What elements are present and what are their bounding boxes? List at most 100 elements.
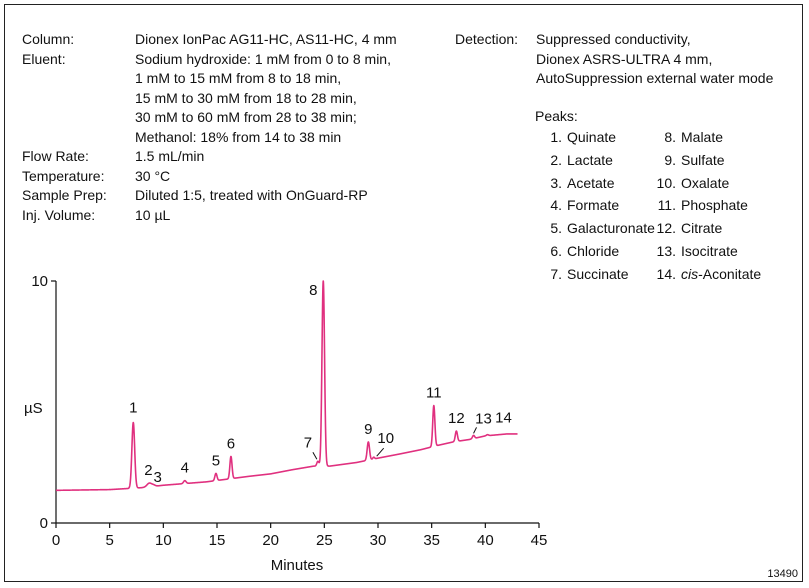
peak-label: 8	[309, 282, 317, 299]
peak-leader-line	[312, 452, 318, 460]
peak-name: Phosphate	[681, 197, 748, 213]
x-tick-label: 5	[105, 532, 113, 549]
x-tick-label: 20	[262, 532, 279, 549]
peak-label: 6	[227, 435, 235, 452]
peak-label: 12	[448, 410, 465, 427]
peak-number: 8.	[664, 129, 676, 145]
peak-name-text: -Aconitate	[698, 265, 762, 282]
peak-label: 4	[181, 460, 189, 477]
peak-label: 13	[475, 410, 492, 427]
condition-label: Temperature:	[22, 167, 105, 184]
peak-label: 11	[426, 385, 442, 402]
peak-name-text: Malate	[681, 129, 724, 145]
x-tick-label: 30	[370, 532, 387, 549]
peak-label: 2	[144, 462, 152, 479]
peak-name: Lactate	[567, 152, 613, 168]
peak-number: 14.	[656, 265, 676, 282]
x-tick-label: 15	[209, 532, 226, 549]
peak-number: 11.	[657, 197, 676, 214]
peaks-title: Peaks:	[535, 108, 578, 124]
x-axis-label: Minutes	[271, 557, 324, 574]
y-tick-label: 10	[31, 273, 48, 290]
peak-label: 7	[304, 434, 312, 451]
peak-label: 14	[495, 410, 512, 427]
condition-value: Sodium hydroxide: 1 mM from 0 to 8 min,	[135, 50, 391, 67]
peak-name-text: Succinate	[567, 265, 629, 282]
peak-name-text: Acetate	[567, 174, 615, 191]
peak-name-text: Quinate	[567, 129, 617, 145]
peak-name-text: Oxalate	[681, 174, 730, 191]
condition-value: Methanol: 18% from 14 to 38 min	[135, 128, 342, 145]
peak-label: 1	[129, 400, 137, 417]
x-tick-label: 0	[52, 532, 60, 549]
condition-label: Eluent:	[22, 50, 66, 67]
peak-number: 10.	[656, 174, 676, 191]
y-axis-label: µS	[24, 400, 43, 417]
peak-name: Malate	[681, 129, 723, 145]
figure-id: 13490	[767, 568, 798, 580]
peak-name: Citrate	[681, 220, 722, 236]
peak-name: Formate	[567, 197, 619, 213]
condition-value: 30 °C	[135, 167, 171, 184]
peak-leader-line	[473, 427, 477, 434]
condition-value: Diluted 1:5, treated with OnGuard-RP	[135, 187, 368, 203]
peak-name-text: Lactate	[567, 151, 613, 168]
peak-number: 7.	[550, 265, 562, 282]
condition-label: Sample Prep:	[22, 187, 107, 203]
peak-number: 13.	[656, 243, 676, 259]
condition-label: Inj. Volume:	[22, 206, 96, 223]
x-tick-label: 40	[477, 532, 494, 549]
condition-value: 1 mM to 15 mM from 8 to 18 min,	[135, 70, 342, 86]
detection-block: Detection: Suppressed conductivity, Dionex…	[455, 30, 795, 100]
peak-number: 3.	[550, 174, 562, 191]
peak-name: Acetate	[567, 175, 614, 191]
peak-name: cis-Aconitate	[681, 266, 761, 282]
detection-value: Suppressed conductivity,	[536, 31, 691, 47]
peak-label: 5	[212, 452, 220, 469]
peak-label: 9	[364, 421, 372, 438]
peak-name-text: Chloride	[567, 243, 620, 259]
peak-name-text: Citrate	[681, 220, 723, 237]
detection-label: Detection:	[455, 31, 519, 47]
condition-value: 15 mM to 30 mM from 18 to 28 min,	[135, 89, 357, 106]
condition-label: Flow Rate:	[22, 148, 89, 164]
peak-number: 2.	[550, 151, 562, 168]
peak-name-text: Formate	[567, 197, 620, 214]
peak-name: Oxalate	[681, 175, 729, 191]
condition-value: Dionex IonPac AG11-HC, AS11-HC, 4 mm	[135, 31, 397, 47]
x-tick-label: 10	[155, 532, 172, 549]
peak-name-text: Isocitrate	[681, 243, 738, 259]
condition-value: 30 mM to 60 mM from 28 to 38 min;	[135, 109, 357, 125]
peak-name: Succinate	[567, 266, 628, 282]
peak-number: 1.	[550, 129, 562, 145]
peak-name-text: Phosphate	[681, 197, 748, 214]
condition-value: 10 µL	[135, 206, 171, 223]
peak-name-text: Galacturonate	[567, 220, 655, 237]
chromatogram-trace	[55, 280, 519, 492]
condition-label: Column:	[22, 31, 75, 47]
detection-value: Dionex ASRS-ULTRA 4 mm,	[536, 50, 713, 67]
peak-label: 10	[377, 430, 394, 447]
conditions-block: Column: Dionex IonPac AG11-HC, AS11-HC, 4…	[22, 30, 452, 260]
peak-name: Sulfate	[681, 152, 725, 168]
peak-number: 12.	[656, 220, 676, 237]
peak-number: 5.	[550, 220, 562, 237]
x-tick-label: 45	[531, 532, 548, 549]
peak-name-text: Sulfate	[681, 151, 725, 168]
y-tick-label: 0	[40, 515, 48, 532]
peak-name: Galacturonate	[567, 220, 655, 236]
peak-name: Chloride	[567, 243, 619, 259]
condition-value: 1.5 mL/min	[135, 148, 205, 164]
peak-name: Isocitrate	[681, 243, 738, 259]
peak-number: 6.	[550, 243, 562, 259]
peak-number: 9.	[664, 151, 676, 168]
x-tick-label: 35	[423, 532, 440, 549]
peak-name: Quinate	[567, 129, 616, 145]
peak-leader-line	[376, 447, 385, 457]
peak-number: 4.	[550, 197, 562, 214]
peak-name-italic: cis	[681, 265, 699, 282]
peak-label: 3	[154, 469, 162, 486]
